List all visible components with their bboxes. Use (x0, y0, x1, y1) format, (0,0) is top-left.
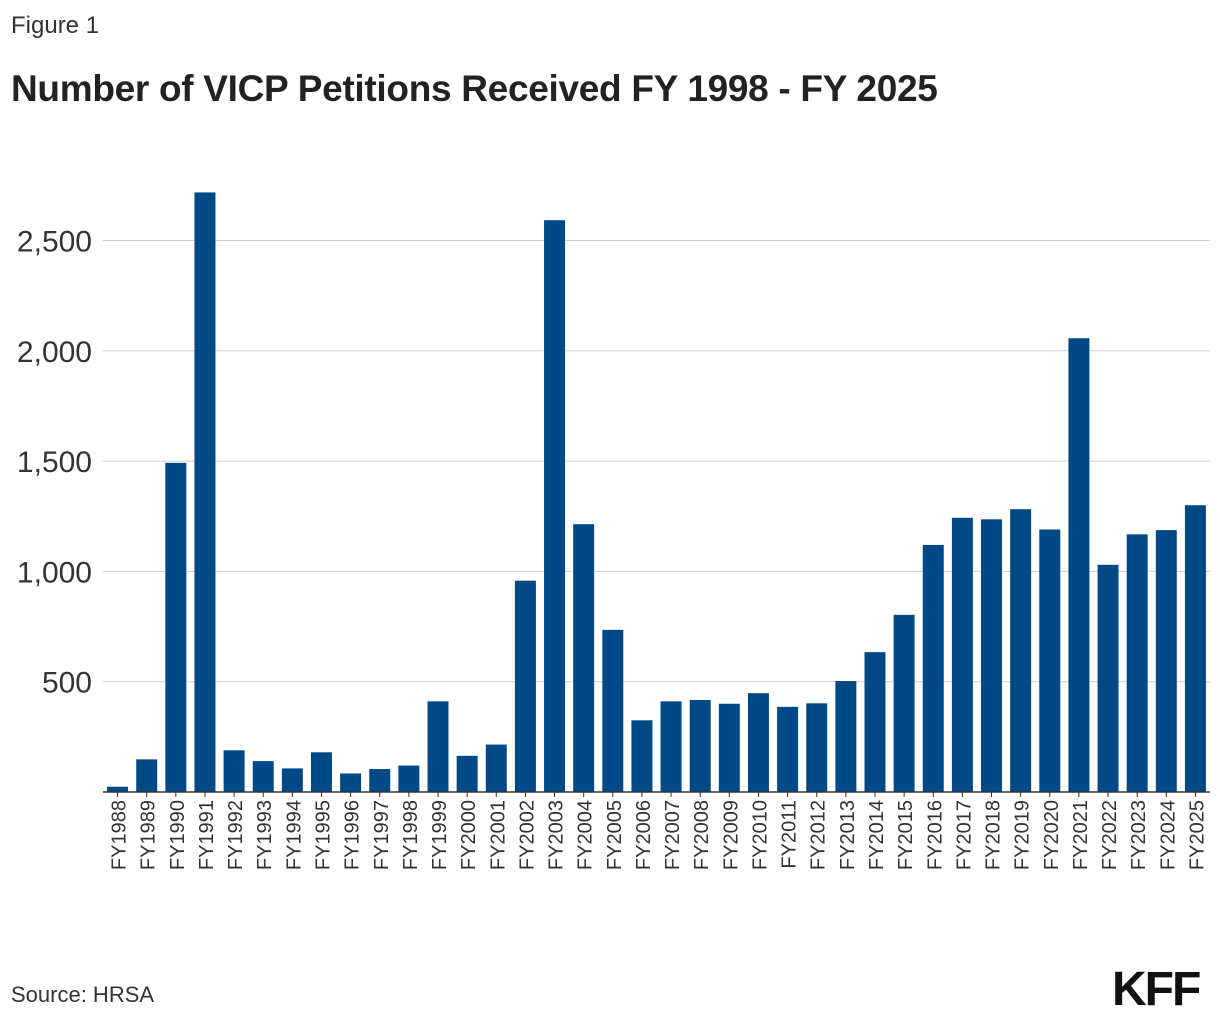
x-tick-label: FY2005 (604, 800, 626, 870)
x-tick-label: FY1993 (254, 800, 276, 870)
bar-fy2022 (1097, 564, 1119, 792)
x-tick-label: FY2011 (779, 800, 801, 869)
bar-fy1991 (194, 192, 216, 793)
x-tick-label: FY2016 (924, 800, 946, 870)
bar-fy2011 (777, 706, 799, 792)
x-tick-label: FY1992 (225, 800, 247, 870)
bar-fy1993 (252, 761, 274, 792)
bar-fy2005 (602, 629, 624, 792)
bar-fy1989 (136, 759, 158, 792)
x-tick-label: FY2009 (720, 800, 742, 870)
bar-fy2017 (951, 517, 973, 792)
x-tick-label: FY2013 (837, 800, 859, 870)
x-tick-label: FY2007 (662, 800, 684, 870)
y-tick-label: 1,500 (17, 446, 92, 479)
y-tick-label: 2,500 (17, 226, 92, 259)
x-tick-label: FY1989 (138, 800, 160, 870)
x-tick-label: FY2008 (691, 800, 713, 870)
x-tick-label: FY1996 (342, 800, 364, 870)
bar-fy2014 (864, 652, 886, 792)
bar-fy1992 (223, 750, 245, 792)
bars (107, 192, 1206, 793)
bar-fy2010 (747, 693, 769, 792)
bar-fy1990 (165, 462, 187, 792)
bar-fy2013 (835, 681, 857, 792)
x-tick-label: FY2001 (487, 800, 509, 870)
x-tick-label: FY1999 (429, 800, 451, 870)
x-tick-label: FY1997 (371, 800, 393, 870)
y-tick-label: 2,000 (17, 336, 92, 369)
bar-fy2002 (514, 580, 536, 792)
bar-fy2015 (893, 614, 915, 792)
bar-fy1997 (369, 769, 391, 792)
x-tick-label: FY2006 (633, 800, 655, 870)
bar-fy1996 (340, 773, 362, 792)
x-tick-label: FY2010 (749, 800, 771, 870)
y-tick-label: 1,000 (17, 556, 92, 589)
x-tick-label: FY1994 (283, 800, 305, 870)
x-tick-label: FY1990 (167, 800, 189, 870)
bar-fy2009 (718, 703, 740, 792)
x-tick-label: FY2020 (1041, 800, 1063, 870)
bar-fy1988 (107, 786, 129, 792)
x-tick-label: FY1991 (196, 800, 218, 870)
bar-fy2019 (1010, 509, 1032, 792)
bar-fy2007 (660, 701, 682, 792)
bar-fy2001 (485, 744, 507, 792)
bar-fy2006 (631, 720, 653, 792)
bar-fy1998 (398, 765, 420, 792)
bar-fy2021 (1068, 338, 1090, 792)
bar-fy2004 (573, 524, 595, 792)
bar-fy1995 (310, 752, 332, 792)
x-tick-label: FY2012 (808, 800, 830, 870)
x-tick-label: FY2002 (516, 800, 538, 870)
x-tick-label: FY1998 (400, 800, 422, 870)
bar-fy2018 (981, 519, 1003, 792)
x-tick-label: FY1988 (109, 800, 131, 870)
figure-label: Figure 1 (11, 12, 100, 39)
x-tick-label: FY2003 (546, 800, 568, 870)
chart-title: Number of VICP Petitions Received FY 199… (11, 68, 938, 109)
bar-fy2020 (1039, 529, 1061, 792)
x-tick-label: FY1995 (312, 800, 334, 870)
bar-fy2008 (689, 700, 711, 792)
x-tick-label: FY2023 (1128, 800, 1150, 870)
x-tick-label: FY2017 (953, 800, 975, 870)
bar-fy1994 (281, 768, 303, 792)
bar-fy2025 (1184, 505, 1206, 792)
kff-logo: KFF (1112, 963, 1201, 1016)
x-tick-label: FY2019 (1012, 800, 1034, 870)
axes: 500 1,000 1,500 2,000 2,500 FY1988 FY1989 FY199… (17, 226, 1210, 870)
bar-fy2016 (922, 544, 944, 792)
x-tick-label: FY2000 (458, 800, 480, 870)
bar-fy2003 (544, 220, 566, 792)
bar-fy2012 (806, 703, 828, 792)
bar-fy2024 (1155, 530, 1177, 792)
x-tick-label: FY2025 (1186, 800, 1208, 870)
x-tick-label: FY2018 (983, 800, 1005, 870)
y-tick-label: 500 (42, 667, 92, 700)
bar-fy1999 (427, 701, 449, 792)
x-tick-label: FY2021 (1070, 800, 1092, 870)
source-note: Source: HRSA (11, 982, 155, 1007)
x-tick-label: FY2022 (1099, 800, 1121, 870)
x-tick-label: FY2015 (895, 800, 917, 870)
x-tick-label: FY2024 (1157, 800, 1179, 870)
bar-chart: 500 1,000 1,500 2,000 2,500 FY1988 FY1989 FY199… (17, 192, 1210, 870)
x-tick-label: FY2004 (575, 800, 597, 870)
bar-fy2023 (1126, 534, 1148, 792)
bar-fy2000 (456, 755, 478, 792)
x-tick-label: FY2014 (866, 800, 888, 870)
